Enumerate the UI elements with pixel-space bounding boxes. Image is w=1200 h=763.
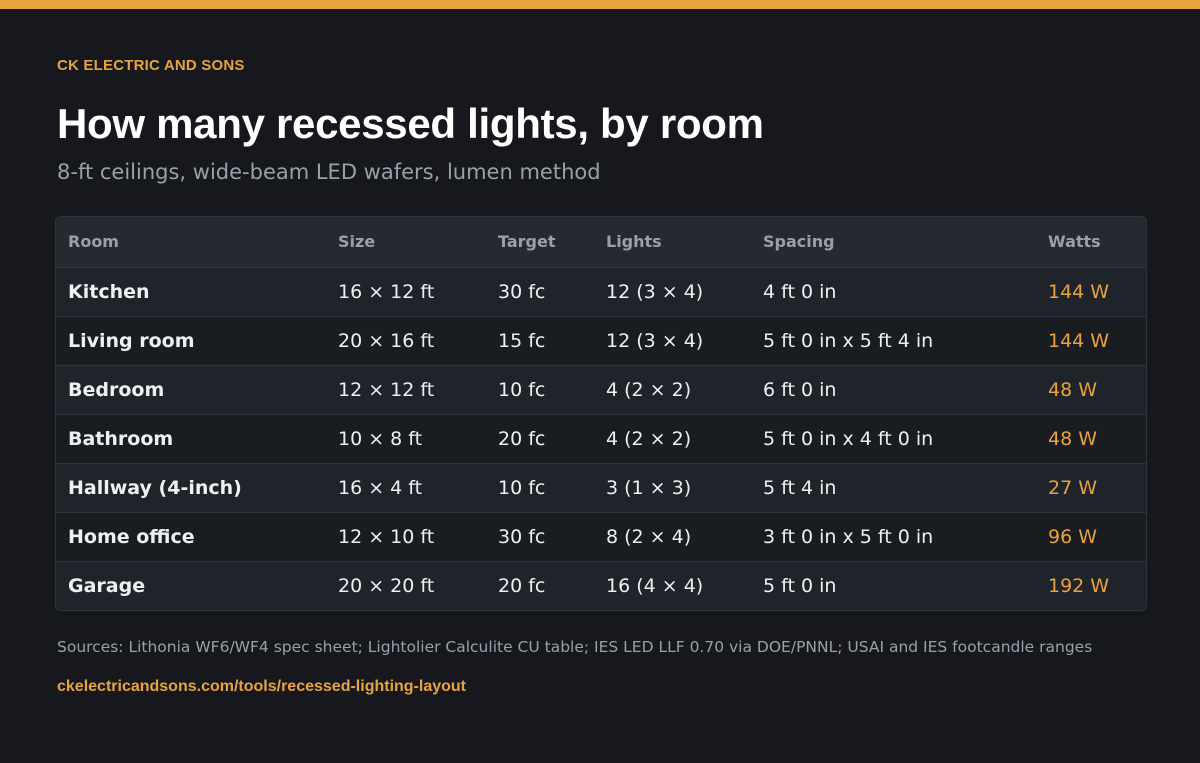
cell-watts: 96 W	[1048, 525, 1098, 548]
cell-room: Living room	[68, 329, 195, 352]
brand-name: CK ELECTRIC AND SONS	[57, 57, 245, 74]
cell-watts: 144 W	[1048, 280, 1110, 303]
cell-room: Kitchen	[68, 280, 150, 303]
cell-room: Hallway (4-inch)	[68, 476, 242, 499]
cell-target: 15 fc	[498, 329, 546, 352]
header-room: Room	[68, 232, 119, 252]
cell-lights: 16 (4 × 4)	[606, 574, 704, 597]
table-row: Living room 20 × 16 ft 15 fc 12 (3 × 4) …	[56, 316, 1146, 365]
cell-watts: 48 W	[1048, 378, 1098, 401]
table-row: Home office 12 × 10 ft 30 fc 8 (2 × 4) 3…	[56, 512, 1146, 561]
cell-size: 10 × 8 ft	[338, 427, 423, 450]
cell-room: Home office	[68, 525, 195, 548]
cell-target: 10 fc	[498, 476, 546, 499]
cell-lights: 8 (2 × 4)	[606, 525, 692, 548]
cell-spacing: 4 ft 0 in	[763, 280, 837, 303]
cell-size: 20 × 20 ft	[338, 574, 435, 597]
cell-target: 30 fc	[498, 280, 546, 303]
lights-table-container: Room Size Target Lights Spacing Watts Ki…	[55, 216, 1147, 611]
header-watts: Watts	[1048, 232, 1101, 252]
tool-link[interactable]: ckelectricandsons.com/tools/recessed-lig…	[57, 678, 466, 695]
table-row: Hallway (4-inch) 16 × 4 ft 10 fc 3 (1 × …	[56, 463, 1146, 512]
table-row: Garage 20 × 20 ft 20 fc 16 (4 × 4) 5 ft …	[56, 561, 1146, 610]
accent-bar	[0, 0, 1200, 9]
cell-lights: 12 (3 × 4)	[606, 280, 704, 303]
cell-size: 16 × 4 ft	[338, 476, 423, 499]
table-row: Bathroom 10 × 8 ft 20 fc 4 (2 × 2) 5 ft …	[56, 414, 1146, 463]
cell-lights: 3 (1 × 3)	[606, 476, 692, 499]
page-subtitle: 8-ft ceilings, wide-beam LED wafers, lum…	[57, 160, 601, 184]
table-header-row: Room Size Target Lights Spacing Watts	[56, 217, 1146, 267]
cell-watts: 27 W	[1048, 476, 1098, 499]
cell-watts: 144 W	[1048, 329, 1110, 352]
table-row: Bedroom 12 × 12 ft 10 fc 4 (2 × 2) 6 ft …	[56, 365, 1146, 414]
cell-lights: 4 (2 × 2)	[606, 427, 692, 450]
cell-target: 20 fc	[498, 427, 546, 450]
cell-size: 12 × 10 ft	[338, 525, 435, 548]
sources-note: Sources: Lithonia WF6/WF4 spec sheet; Li…	[57, 638, 1093, 656]
table-row: Kitchen 16 × 12 ft 30 fc 12 (3 × 4) 4 ft…	[56, 267, 1146, 316]
cell-spacing: 5 ft 0 in	[763, 574, 837, 597]
cell-size: 16 × 12 ft	[338, 280, 435, 303]
cell-size: 20 × 16 ft	[338, 329, 435, 352]
header-lights: Lights	[606, 232, 662, 252]
cell-spacing: 3 ft 0 in x 5 ft 0 in	[763, 525, 934, 548]
cell-target: 30 fc	[498, 525, 546, 548]
cell-lights: 12 (3 × 4)	[606, 329, 704, 352]
lights-table: Room Size Target Lights Spacing Watts Ki…	[56, 217, 1146, 610]
cell-spacing: 5 ft 0 in x 4 ft 0 in	[763, 427, 934, 450]
cell-target: 10 fc	[498, 378, 546, 401]
cell-lights: 4 (2 × 2)	[606, 378, 692, 401]
cell-spacing: 5 ft 4 in	[763, 476, 837, 499]
cell-spacing: 6 ft 0 in	[763, 378, 837, 401]
cell-watts: 192 W	[1048, 574, 1110, 597]
cell-target: 20 fc	[498, 574, 546, 597]
header-size: Size	[338, 232, 376, 252]
cell-room: Garage	[68, 574, 146, 597]
header-spacing: Spacing	[763, 232, 835, 252]
cell-room: Bedroom	[68, 378, 165, 401]
header-target: Target	[498, 232, 556, 252]
cell-room: Bathroom	[68, 427, 174, 450]
page-title: How many recessed lights, by room	[57, 100, 764, 147]
cell-watts: 48 W	[1048, 427, 1098, 450]
cell-size: 12 × 12 ft	[338, 378, 435, 401]
cell-spacing: 5 ft 0 in x 5 ft 4 in	[763, 329, 934, 352]
